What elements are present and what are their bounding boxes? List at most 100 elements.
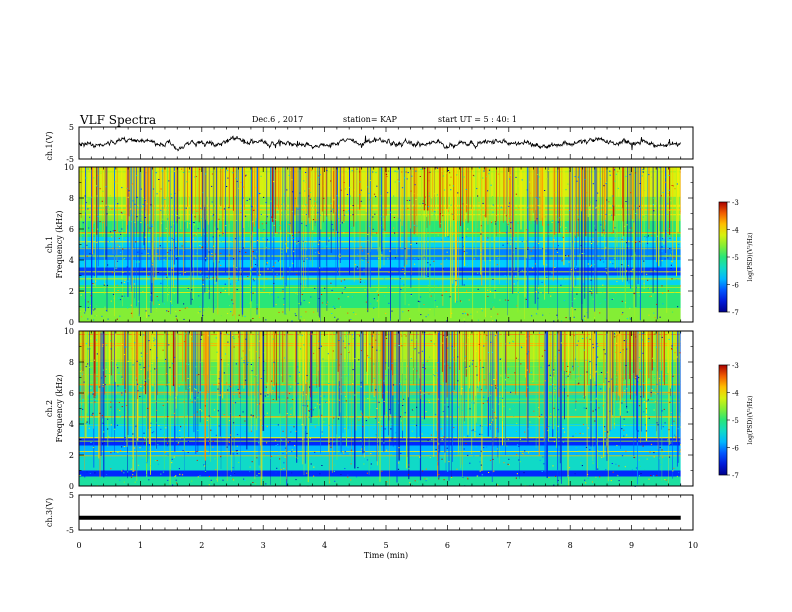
spec2-speckle [624,466,626,468]
spec2-speckle [595,384,597,386]
spec2-speckle [595,398,597,400]
spec1-speckle [113,297,115,299]
spec2-speckle [471,430,473,432]
spec2-speckle [476,475,478,477]
spec2-speckle [414,348,416,350]
spec1-speckle [583,319,585,321]
spec1-speckle [352,214,354,216]
spec1-speckle [145,310,147,312]
spec1-speckle [153,279,155,281]
spec1-speckle [234,284,237,286]
spec1-speckle [321,267,323,269]
spec2-speckle [431,443,433,445]
spec1-speckle [450,204,452,206]
spec2-speckle [567,375,569,377]
spec1-speckle [505,232,508,234]
spec1-speckle [676,183,678,185]
spec1-speckle [526,229,528,231]
spec2-speckle [410,356,412,358]
spec1-speckle [233,265,235,267]
spec1-speckle [100,172,102,174]
spec2-speckle [483,396,485,398]
spec1-speckle [165,274,167,276]
spec2-speckle [421,350,423,352]
spec2-speckle [526,353,528,355]
spec1-speckle [205,173,207,175]
spec1-speckle [94,315,96,317]
spec2-speckle [586,371,588,373]
spec2-speckle [679,331,681,333]
spec1-speckle [89,291,91,293]
spec1-speckle [150,294,152,296]
spec1-speckle [527,247,529,249]
spec2-speckle [108,373,110,374]
spec1-speckle [202,246,204,248]
spec1-speckle [195,176,197,177]
spec1-speckle [421,242,424,244]
spec1-speckle [376,290,378,292]
spec2-speckle [656,474,658,476]
spec2-speckle [646,400,648,402]
spec1-speckle [148,274,150,276]
colorbar-ch2-tick-label: -3 [732,362,739,370]
spec2-speckle [493,470,495,472]
spec2-speckle [659,446,661,448]
spec1-speckle [160,222,163,224]
spec2-speckle [427,359,429,361]
spec1-speckle [573,316,575,318]
spec2-speckle [638,475,640,477]
spec2-speckle [517,388,519,390]
spec2-speckle [386,481,388,483]
spec1-speckle [137,251,139,253]
spec1-speckle [420,254,422,256]
spec2-speckle [362,426,364,428]
spec1-speckle [245,251,247,253]
spec2-speckle [111,360,113,362]
spec2-speckle [653,475,655,477]
spec2-speckle [440,384,442,386]
spec1-speckle [109,231,112,233]
spec1-speckle [194,224,196,226]
spec2-speckle [618,422,620,424]
spec1-speckle [670,268,672,269]
spec2-speckle [671,424,673,426]
spec1-speckle [318,183,320,185]
spec2-speckle [582,395,585,397]
spec1-speckle [132,183,134,185]
spec2-speckle [636,338,638,340]
spec1-speckle [97,216,99,217]
spec2-speckle [335,440,338,442]
spec1-speckle [211,253,213,254]
spec1-speckle [634,293,636,295]
spec2-speckle [584,479,586,481]
spec2-speckle [302,438,304,440]
spec2-speckle [533,410,535,412]
spec1-speckle [319,240,321,242]
spec2-speckle [151,432,153,434]
spec2-speckle [387,367,390,369]
spec2-speckle [350,479,352,481]
spec2-speckle [375,434,377,436]
spec2-speckle [575,447,577,449]
spec1-speckle [331,289,333,291]
spec1-speckle [567,183,569,185]
spec1-speckle [433,260,435,262]
spec1-speckle [293,250,295,252]
spec2-speckle [206,464,209,466]
spec1-speckle [510,227,512,229]
spec2-speckle [597,345,599,347]
spec2-speckle [293,426,295,428]
spec1-speckle [382,228,384,230]
spec1-speckle [599,259,601,261]
spec2-speckle [412,420,414,422]
spec2-speckle [224,392,226,394]
spec2-speckle [305,475,307,477]
spec2-speckle [380,418,382,420]
spec1-speckle [451,213,453,215]
spec1-speckle [96,186,98,187]
spec1-speckle [336,195,338,197]
x-tick-label: 2 [199,541,204,550]
spec1-speckle [369,199,371,201]
spec1-speckle [461,237,464,239]
spec1-speckle [168,180,170,182]
